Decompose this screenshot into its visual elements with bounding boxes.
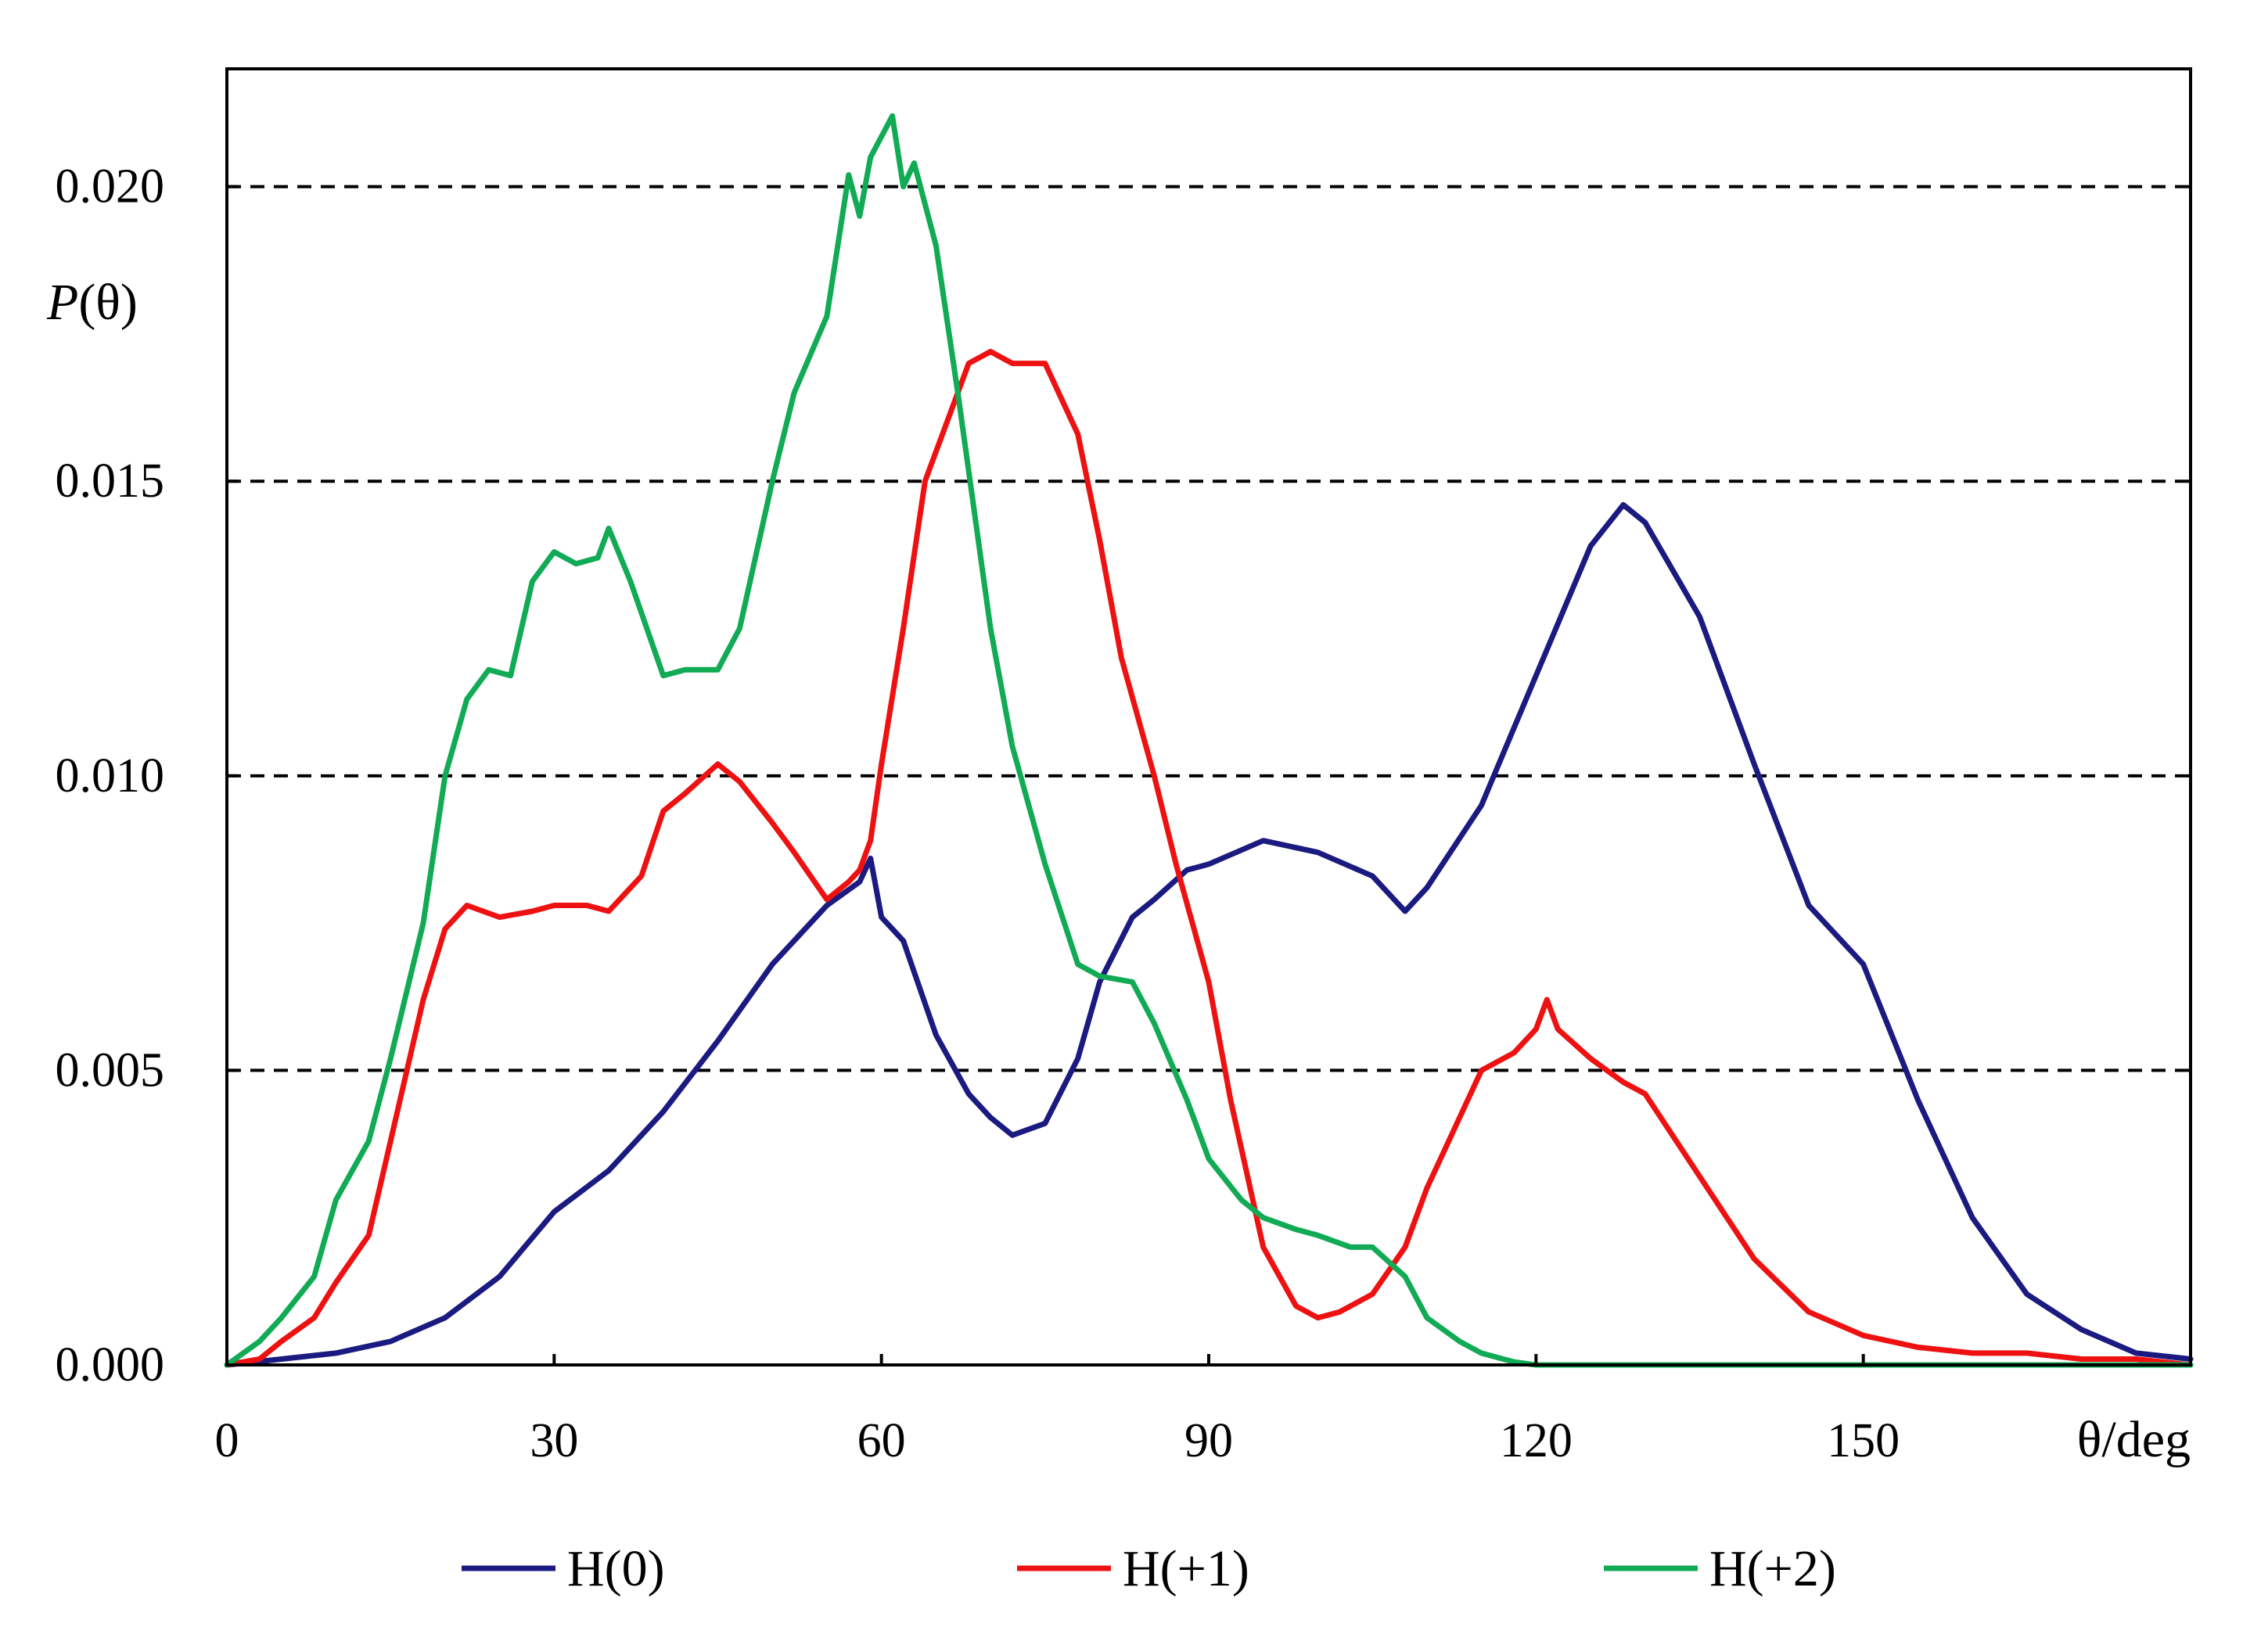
y-tick-label-0: 0.000 [56,1338,165,1392]
y-tick-labels: 0.000 0.005 0.010 0.015 0.020 [56,160,238,1392]
x-tick-label-5: 150 [1827,1414,1900,1467]
y-axis-label-rest: (θ) [78,274,138,331]
x-tick-label-2: 60 [857,1414,906,1467]
y-tick-label-2: 0.010 [56,749,165,803]
y-tick-label-3: 0.015 [56,454,165,508]
y-tick-label-4: 0.020 [56,160,165,214]
legend-label-1: H(+1) [1123,1540,1249,1597]
x-axis-label: θ/deg [2077,1411,2191,1468]
y-tick-label-1: 0.005 [56,1043,165,1097]
series-lines [224,113,2194,1368]
y-axis-label-italic: P [46,274,78,331]
x-tick-label-1: 30 [530,1414,578,1467]
series-line-2 [224,113,2194,1368]
x-tick-label-4: 120 [1500,1414,1573,1467]
x-tick-labels: 0 30 60 90 120 150 [215,1354,1900,1467]
y-axis-label: P(θ) [46,274,138,331]
x-tick-label-3: 90 [1184,1414,1233,1467]
series-line-1 [224,349,2194,1368]
legend-label-2: H(+2) [1709,1540,1836,1597]
series-line-0 [224,501,2194,1368]
x-tick-label-0: 0 [215,1414,239,1467]
legend-label-0: H(0) [567,1540,665,1597]
legend: H(0) H(+1) H(+2) [462,1540,1836,1597]
plot-frame [225,67,2192,1366]
